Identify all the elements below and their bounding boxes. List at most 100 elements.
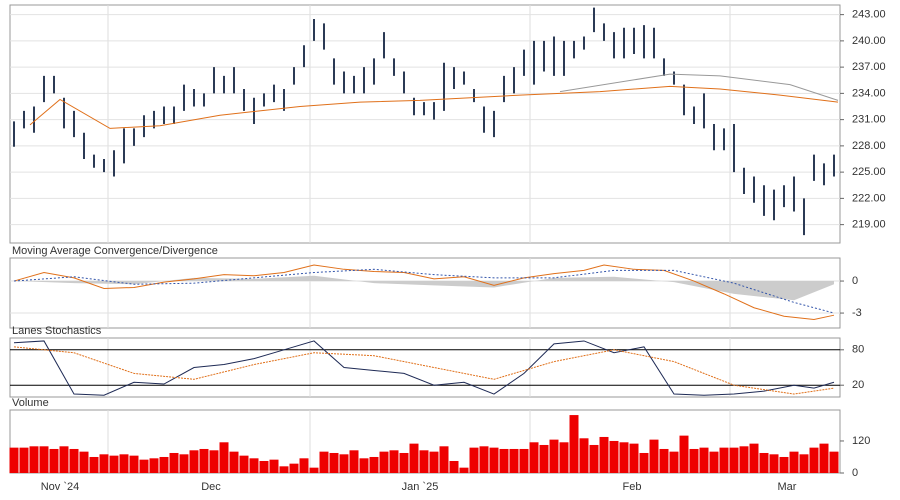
volume-bar <box>259 460 269 473</box>
volume-bar <box>459 467 469 473</box>
volume-bar <box>449 460 459 473</box>
y-tick-label: 20 <box>852 379 864 391</box>
volume-bar <box>729 447 739 473</box>
volume-bar <box>129 455 139 473</box>
y-tick-label: 234.00 <box>852 87 886 99</box>
volume-bar <box>389 450 399 473</box>
volume-bar <box>229 451 239 473</box>
volume-bar <box>719 447 729 473</box>
volume-bar <box>749 443 759 473</box>
panel <box>9 257 841 329</box>
volume-bar <box>569 415 579 473</box>
volume-bar <box>659 448 669 473</box>
volume-bar <box>819 443 829 473</box>
volume-bar <box>239 455 249 473</box>
volume-bar <box>489 447 499 473</box>
y-tick-label: 0 <box>852 275 858 287</box>
volume-bar <box>829 451 839 473</box>
panel-title: Lanes Stochastics <box>12 325 102 337</box>
volume-bar <box>119 454 129 473</box>
y-tick-label: 120 <box>852 435 870 447</box>
volume-bar <box>199 448 209 473</box>
y-tick-label: 243.00 <box>852 9 886 21</box>
volume-bar <box>309 467 319 473</box>
volume-bar <box>789 451 799 473</box>
volume-bar <box>579 438 589 473</box>
y-tick-label: 222.00 <box>852 192 886 204</box>
volume-bar <box>409 443 419 473</box>
volume-bar <box>39 446 49 473</box>
volume-bar <box>609 440 619 473</box>
volume-bar <box>809 447 819 473</box>
volume-bar <box>689 448 699 473</box>
volume-bar <box>649 439 659 473</box>
volume-bar <box>209 450 219 473</box>
volume-bar <box>139 459 149 473</box>
volume-bar <box>399 452 409 473</box>
x-tick-label: Dec <box>201 481 221 493</box>
volume-bar <box>639 452 649 473</box>
volume-bar <box>529 442 539 473</box>
y-tick-label: 225.00 <box>852 166 886 178</box>
volume-bar <box>499 448 509 473</box>
x-tick-label: Mar <box>778 481 797 493</box>
volume-bar <box>709 451 719 473</box>
panel-title: Volume <box>12 397 49 409</box>
volume-bar <box>159 456 169 473</box>
volume-bar <box>149 458 159 473</box>
volume-bar <box>249 458 259 473</box>
volume-bar <box>269 459 279 473</box>
volume-bar <box>779 456 789 473</box>
volume-bar <box>29 446 39 473</box>
volume-bar <box>59 446 69 473</box>
panel-title: Moving Average Convergence/Divergence <box>12 245 218 257</box>
x-tick-label: Nov `24 <box>41 481 80 493</box>
stochastic-line <box>13 340 835 396</box>
y-tick-label: 237.00 <box>852 61 886 73</box>
y-tick-label: 231.00 <box>852 114 886 126</box>
volume-bar <box>599 436 609 473</box>
volume-bar <box>699 447 709 473</box>
volume-bar <box>299 458 309 473</box>
volume-bar <box>349 450 359 473</box>
volume-bar <box>169 452 179 473</box>
volume-bar <box>19 447 29 473</box>
volume-bar <box>439 446 449 473</box>
volume-bar <box>479 446 489 473</box>
stochastic-line <box>13 346 835 395</box>
volume-bar <box>419 450 429 473</box>
volume-bar <box>369 456 379 473</box>
volume-bar <box>619 442 629 473</box>
moving-average <box>29 85 839 129</box>
volume-bar <box>219 442 229 473</box>
volume-bar <box>179 454 189 473</box>
volume-bar <box>339 454 349 473</box>
volume-bar <box>539 444 549 473</box>
volume-bar <box>679 435 689 473</box>
volume-bar <box>549 439 559 473</box>
volume-bar <box>279 466 289 473</box>
volume-bar <box>669 451 679 473</box>
volume-bar <box>799 454 809 473</box>
volume-bar <box>469 447 479 473</box>
volume-bar <box>329 452 339 473</box>
y-tick-label: -3 <box>852 307 862 319</box>
volume-bar <box>69 448 79 473</box>
volume-bar <box>289 463 299 473</box>
y-tick-label: 0 <box>852 467 858 479</box>
y-tick-label: 228.00 <box>852 140 886 152</box>
x-tick-label: Jan `25 <box>402 481 439 493</box>
volume-bar <box>359 458 369 473</box>
volume-bar <box>89 456 99 473</box>
volume-bar <box>769 454 779 473</box>
panel <box>9 4 841 244</box>
volume-bar <box>49 448 59 473</box>
volume-bar <box>509 448 519 473</box>
volume-bar <box>589 444 599 473</box>
volume-bar <box>429 451 439 473</box>
panel <box>9 337 841 398</box>
y-tick-label: 240.00 <box>852 35 886 47</box>
volume-bar <box>559 442 569 473</box>
y-tick-label: 219.00 <box>852 219 886 231</box>
